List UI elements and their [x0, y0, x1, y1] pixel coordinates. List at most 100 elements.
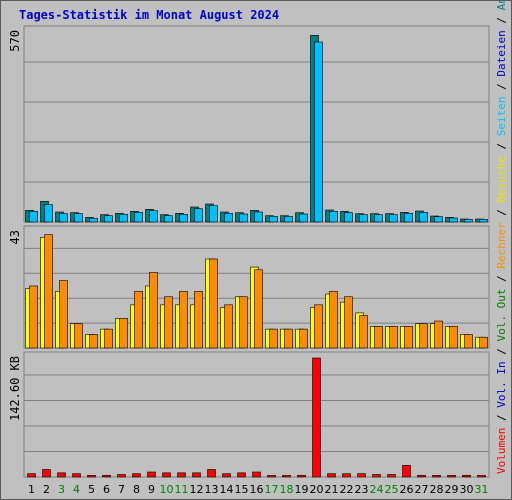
bar-rechner-day-8 — [134, 291, 143, 349]
day-label-20: 20 — [310, 483, 324, 496]
bar-rechner-day-3 — [59, 280, 68, 349]
bar-rechner-day-31 — [479, 336, 488, 349]
bar-rechner-day-25 — [389, 326, 398, 349]
day-label-10: 10 — [160, 483, 174, 496]
day-label-26: 26 — [400, 483, 414, 496]
bar-dateien-day-18 — [284, 216, 293, 223]
bar-volumen-day-18 — [282, 475, 291, 478]
bar-volumen-day-12 — [192, 472, 201, 478]
bar-rechner-day-13 — [209, 258, 218, 349]
bar-dateien-day-16 — [254, 211, 263, 223]
bar-rechner-day-2 — [44, 234, 53, 349]
day-label-28: 28 — [430, 483, 444, 496]
bar-volumen-day-14 — [222, 473, 231, 478]
bar-volumen-day-23 — [357, 473, 366, 478]
bar-volumen-day-19 — [297, 475, 306, 478]
bar-dateien-day-27 — [419, 212, 428, 223]
day-label-27: 27 — [415, 483, 429, 496]
legend-part-5: / — [495, 269, 508, 289]
bar-rechner-day-17 — [269, 328, 278, 349]
legend-part-0: Volumen — [495, 428, 508, 474]
day-label-11: 11 — [175, 483, 189, 496]
legend-part-12: Dateien — [495, 30, 508, 76]
bar-rechner-day-26 — [404, 326, 413, 349]
bar-volumen-day-31 — [477, 475, 486, 478]
bar-rechner-day-10 — [164, 296, 173, 349]
bar-rechner-day-11 — [179, 291, 188, 349]
bar-dateien-day-23 — [359, 214, 368, 223]
panel-2-max-label: 43 — [8, 230, 22, 244]
day-label-5: 5 — [88, 483, 95, 496]
bar-volumen-day-26 — [402, 465, 411, 478]
panel-3-plot-area — [23, 351, 490, 478]
legend-part-1: / — [495, 408, 508, 428]
day-label-7: 7 — [118, 483, 125, 496]
bar-dateien-day-15 — [239, 213, 248, 223]
right-legend: Volumen / Vol. In / Vol. Out / Rechner /… — [495, 0, 508, 474]
bar-rechner-day-9 — [149, 272, 158, 349]
day-label-15: 15 — [235, 483, 249, 496]
bar-dateien-day-25 — [389, 214, 398, 223]
bar-dateien-day-30 — [464, 219, 473, 223]
bar-dateien-day-8 — [134, 212, 143, 223]
bar-volumen-day-22 — [342, 473, 351, 478]
day-label-9: 9 — [148, 483, 155, 496]
chart-title: Tages-Statistik im Monat August 2024 — [19, 8, 280, 22]
day-label-30: 30 — [460, 483, 474, 496]
bar-volumen-day-29 — [447, 475, 456, 478]
day-label-25: 25 — [385, 483, 399, 496]
bar-dateien-day-14 — [224, 213, 233, 223]
day-label-23: 23 — [355, 483, 369, 496]
legend-part-14: Anfragen — [495, 0, 508, 10]
panel-1-max-label: 570 — [8, 30, 22, 52]
bar-volumen-day-1 — [27, 473, 36, 478]
bar-dateien-day-28 — [434, 216, 443, 223]
bar-dateien-day-17 — [269, 216, 278, 223]
bar-volumen-day-21 — [327, 473, 336, 478]
bar-dateien-day-4 — [74, 213, 83, 223]
legend-part-13: / — [495, 10, 508, 30]
bar-rechner-day-18 — [284, 328, 293, 349]
bar-volumen-day-17 — [267, 475, 276, 478]
bar-volumen-day-7 — [117, 474, 126, 478]
bar-volumen-day-27 — [417, 475, 426, 478]
bar-rechner-day-30 — [464, 334, 473, 349]
bar-dateien-day-12 — [194, 208, 203, 223]
day-label-2: 2 — [43, 483, 50, 496]
bar-dateien-day-11 — [179, 214, 188, 223]
legend-part-11: / — [495, 77, 508, 97]
bar-volumen-day-25 — [387, 474, 396, 478]
bar-volumen-day-5 — [87, 475, 96, 478]
bar-volumen-day-20 — [312, 357, 321, 478]
bar-dateien-day-6 — [104, 215, 113, 223]
legend-part-3: / — [495, 342, 508, 362]
bar-dateien-day-22 — [344, 212, 353, 223]
bar-rechner-day-29 — [449, 326, 458, 349]
bar-rechner-day-1 — [29, 285, 38, 349]
bar-rechner-day-20 — [314, 304, 323, 349]
legend-part-2: Vol. In — [495, 361, 508, 407]
day-label-24: 24 — [370, 483, 384, 496]
bar-dateien-day-31 — [479, 219, 488, 223]
bar-dateien-day-21 — [329, 211, 338, 223]
bar-dateien-day-1 — [29, 211, 38, 223]
day-label-31: 31 — [475, 483, 489, 496]
bar-dateien-day-29 — [449, 217, 458, 223]
bar-rechner-day-5 — [89, 334, 98, 349]
bar-rechner-day-23 — [359, 315, 368, 349]
bar-rechner-day-27 — [419, 323, 428, 349]
bar-rechner-day-14 — [224, 304, 233, 349]
bar-dateien-day-9 — [149, 210, 158, 223]
bar-volumen-day-10 — [162, 472, 171, 478]
bar-dateien-day-2 — [44, 204, 53, 223]
day-label-3: 3 — [58, 483, 65, 496]
day-label-4: 4 — [73, 483, 80, 496]
legend-part-8: Besuche — [495, 156, 508, 202]
legend-part-9: / — [495, 136, 508, 156]
day-label-19: 19 — [295, 483, 309, 496]
bar-dateien-day-10 — [164, 215, 173, 223]
day-label-13: 13 — [205, 483, 219, 496]
legend-part-4: Vol. Out — [495, 289, 508, 342]
bar-rechner-day-15 — [239, 296, 248, 349]
